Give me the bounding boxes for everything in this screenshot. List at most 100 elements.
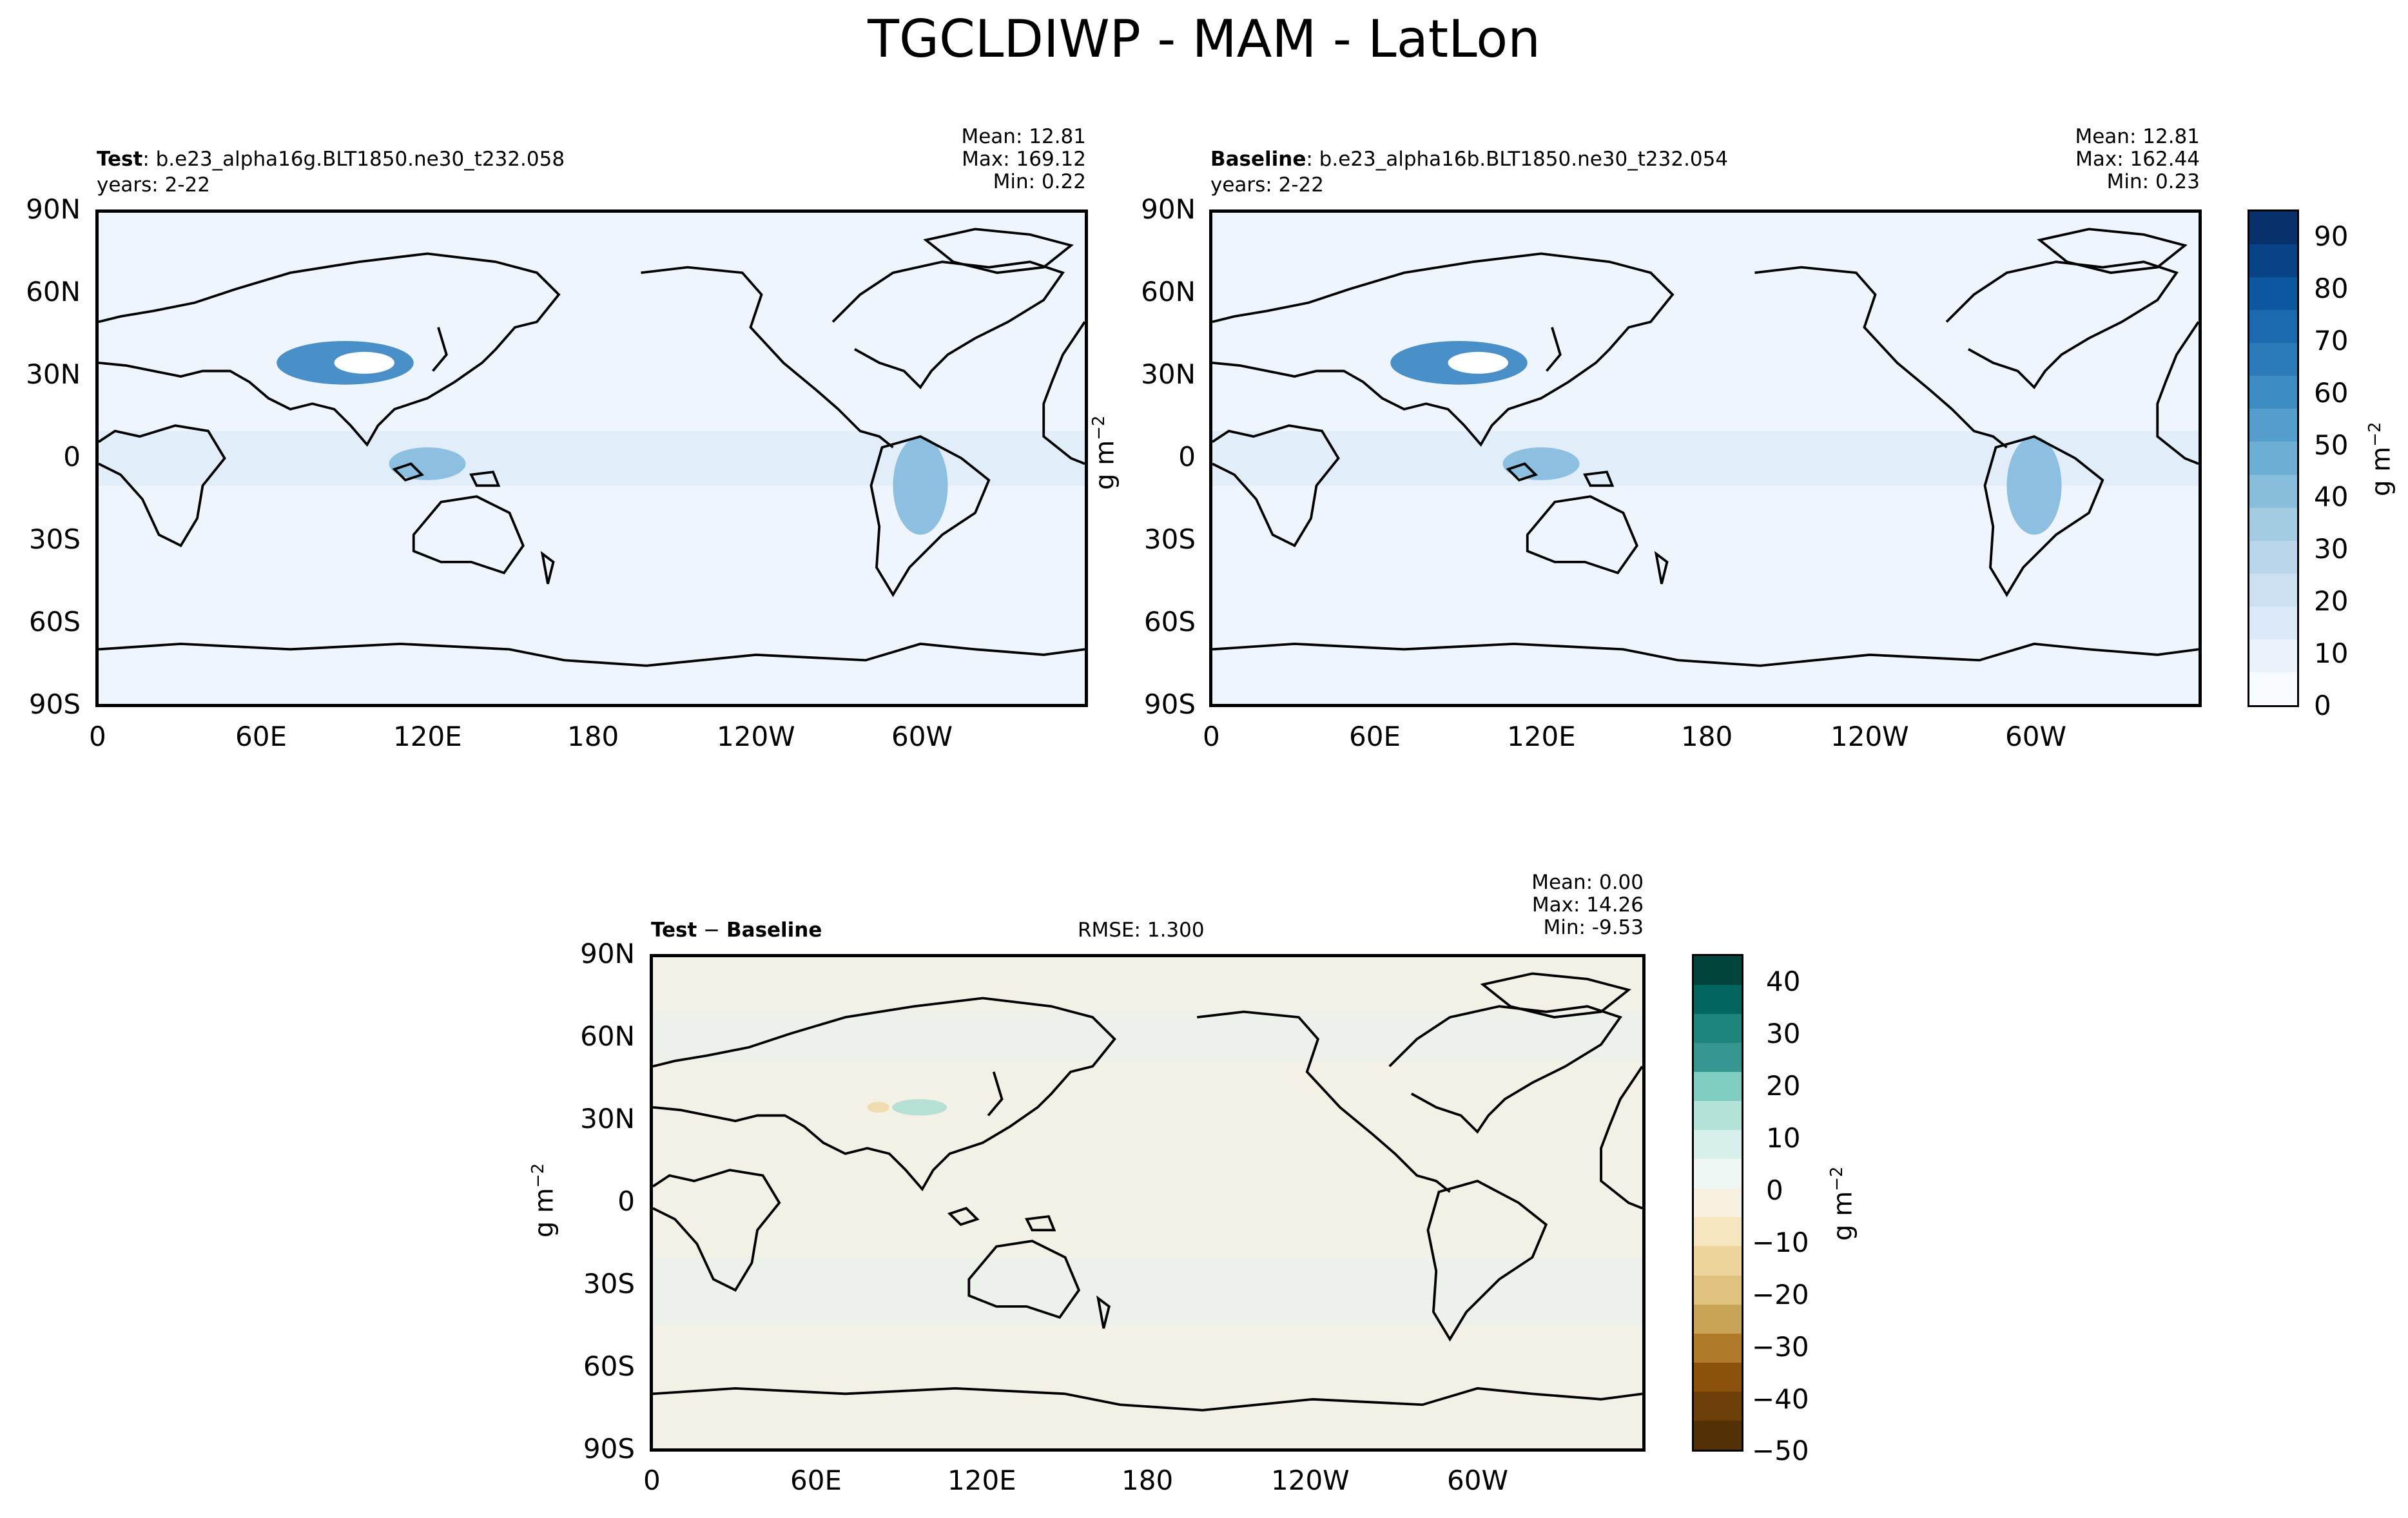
colorbar-diff-tick: 20 [1766, 1070, 1801, 1102]
baseline-lon-tick: 60W [2005, 721, 2066, 752]
colorbar-diff-tick: 40 [1766, 966, 1801, 997]
maritime-continent [389, 447, 466, 480]
colorbar-diff-segment [1694, 985, 1742, 1015]
colorbar-segment [2249, 573, 2297, 607]
colorbar-diff-segment [1694, 1362, 1742, 1392]
colorbar-diff-segment [1694, 1304, 1742, 1334]
colorbar-tick: 0 [2314, 690, 2331, 721]
diff-lon-tick: 180 [1121, 1464, 1174, 1496]
colorbar-tick: 20 [2314, 585, 2349, 617]
colorbar-diff-tick: 30 [1766, 1018, 1801, 1049]
coastlines [99, 228, 1085, 667]
colorbar-diff-tick: −50 [1752, 1435, 1809, 1466]
diff-lat-tick: 30S [583, 1268, 635, 1299]
colorbar-diff [1692, 954, 1743, 1452]
diff-lon-tick: 0 [643, 1464, 661, 1496]
diff-lon-tick: 120E [947, 1464, 1016, 1496]
colorbar-segment [2249, 211, 2297, 245]
colorbar-diff-tick: −40 [1752, 1383, 1809, 1415]
baseline-max: Max: 162.44 [2075, 148, 2200, 171]
south-america-high [893, 436, 948, 535]
diff-lon-tick: 60E [790, 1464, 842, 1496]
diff-lat-tick: 60N [580, 1020, 635, 1052]
baseline-lon-tick: 180 [1681, 721, 1733, 752]
colorbar-diff-tick: −20 [1752, 1279, 1809, 1310]
baseline-lat-tick: 90N [1141, 193, 1196, 225]
baseline-map [1209, 209, 2202, 707]
diff-negative-spot [867, 1102, 889, 1113]
diff-lat-tick: 0 [617, 1185, 635, 1217]
coastlines [653, 972, 1642, 1412]
tibet-missing [1448, 351, 1508, 374]
colorbar-diff-segment [1694, 1333, 1742, 1363]
colorbar-diff-tick: −30 [1752, 1331, 1809, 1363]
diff-label-baseline: Baseline [726, 919, 822, 942]
diff-band [653, 1257, 1642, 1326]
colorbar-diff-segment [1694, 1275, 1742, 1305]
diff-max: Max: 14.26 [1531, 893, 1644, 917]
test-lat-tick: 90S [28, 688, 81, 720]
south-america-high [2006, 436, 2062, 535]
diff-lat-tick: 60S [583, 1350, 635, 1382]
diff-band [653, 1011, 1642, 1061]
baseline-stats: Mean: 12.81 Max: 162.44 Min: 0.23 [2003, 126, 2200, 193]
colorbar-diff-segment [1694, 956, 1742, 986]
test-years: years: 2-22 [97, 173, 210, 197]
colorbar-tick: 10 [2314, 637, 2349, 669]
test-lon-tick: 60W [891, 721, 953, 752]
diff-mean: Mean: 0.00 [1531, 871, 1644, 894]
diff-label-test: Test [651, 919, 697, 942]
baseline-years: years: 2-22 [1210, 173, 1324, 197]
colorbar-segment [2249, 507, 2297, 541]
test-lat-tick: 90N [26, 193, 81, 225]
colorbar-diff-segment [1694, 1159, 1742, 1189]
test-header: Test: b.e23_alpha16g.BLT1850.ne30_t232.0… [97, 148, 565, 171]
units-label-diff: g m−2 [529, 1163, 559, 1238]
colorbar-segment [2249, 343, 2297, 376]
test-lat-tick: 60N [26, 276, 81, 307]
colorbar-segment [2249, 310, 2297, 344]
colorbar-diff-segment [1694, 1246, 1742, 1276]
test-lat-tick: 30S [28, 523, 81, 555]
diff-lat-tick: 90S [583, 1433, 635, 1464]
test-min: Min: 0.22 [993, 170, 1086, 193]
maritime-continent [1502, 447, 1580, 480]
test-label: Test [97, 148, 143, 171]
colorbar-tick: 60 [2314, 377, 2349, 409]
colorbar-segment [2249, 672, 2297, 705]
baseline-lat-tick: 60N [1141, 276, 1196, 307]
diff-header: Test − Baseline [651, 919, 822, 942]
baseline-map-svg [1212, 213, 2199, 704]
baseline-lon-tick: 0 [1203, 721, 1220, 752]
colorbar-diff-segment [1694, 1130, 1742, 1160]
colorbar-tick: 50 [2314, 429, 2349, 461]
baseline-case-name: : b.e23_alpha16b.BLT1850.ne30_t232.054 [1306, 148, 1729, 171]
figure-title: TGCLDIWP - MAM - LatLon [868, 9, 1540, 69]
colorbar-tick: 70 [2314, 325, 2349, 356]
units-label-test: g m−2 [1089, 415, 1120, 490]
colorbar-diff-segment [1694, 1420, 1742, 1450]
colorbar-segment [2249, 376, 2297, 409]
diff-positive-spot [891, 1099, 947, 1116]
test-case-name: : b.e23_alpha16g.BLT1850.ne30_t232.058 [142, 148, 565, 171]
baseline-lat-tick: 30S [1143, 523, 1196, 555]
diff-lat-tick: 30N [580, 1103, 635, 1134]
baseline-lat-tick: 0 [1178, 441, 1196, 472]
colorbar-segment [2249, 442, 2297, 475]
coastlines [1212, 228, 2199, 667]
colorbar-segment [2249, 639, 2297, 672]
baseline-lon-tick: 60E [1349, 721, 1401, 752]
colorbar-segment [2249, 277, 2297, 311]
tibet-missing [334, 351, 394, 374]
baseline-lat-tick: 90S [1143, 688, 1196, 720]
test-lat-tick: 30N [26, 358, 81, 390]
test-stats: Mean: 12.81 Max: 169.12 Min: 0.22 [889, 126, 1086, 193]
colorbar-diff-segment [1694, 1217, 1742, 1247]
colorbar-tick: 40 [2314, 481, 2349, 512]
baseline-mean: Mean: 12.81 [2075, 125, 2200, 148]
diff-stats: Mean: 0.00 Max: 14.26 Min: -9.53 [1447, 871, 1644, 939]
baseline-lat-tick: 30N [1141, 358, 1196, 390]
baseline-header: Baseline: b.e23_alpha16b.BLT1850.ne30_t2… [1210, 148, 1728, 171]
colorbar-segment [2249, 409, 2297, 442]
colorbar-diff-tick: 10 [1766, 1122, 1801, 1154]
